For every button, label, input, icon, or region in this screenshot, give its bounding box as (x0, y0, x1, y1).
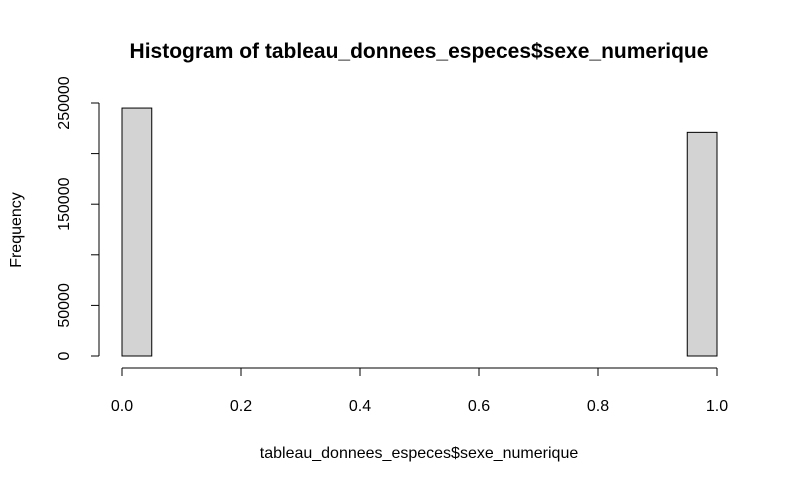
bars-group (121, 107, 718, 357)
x-tick-label: 0.2 (230, 398, 252, 415)
x-axis-label: tableau_donnees_especes$sexe_numerique (260, 445, 579, 462)
y-axis-label: Frequency (8, 192, 25, 268)
x-axis: 0.0 0.2 0.4 0.6 0.8 1.0 (111, 367, 728, 415)
y-tick-label: 150000 (56, 177, 73, 230)
x-tick-label: 1.0 (706, 398, 728, 415)
y-tick-label: 0 (56, 351, 73, 360)
x-tick-label: 0.8 (587, 398, 609, 415)
y-axis: 0 50000 150000 250000 (56, 76, 100, 360)
x-tick-label: 0.0 (111, 398, 133, 415)
histogram-bar (686, 131, 718, 357)
x-tick-label: 0.4 (349, 398, 371, 415)
histogram-bar (121, 107, 153, 357)
y-tick-label: 250000 (56, 76, 73, 129)
chart-title: Histogram of tableau_donnees_especes$sex… (130, 40, 709, 63)
x-tick-label: 0.6 (468, 398, 490, 415)
y-tick-label: 50000 (56, 283, 73, 328)
